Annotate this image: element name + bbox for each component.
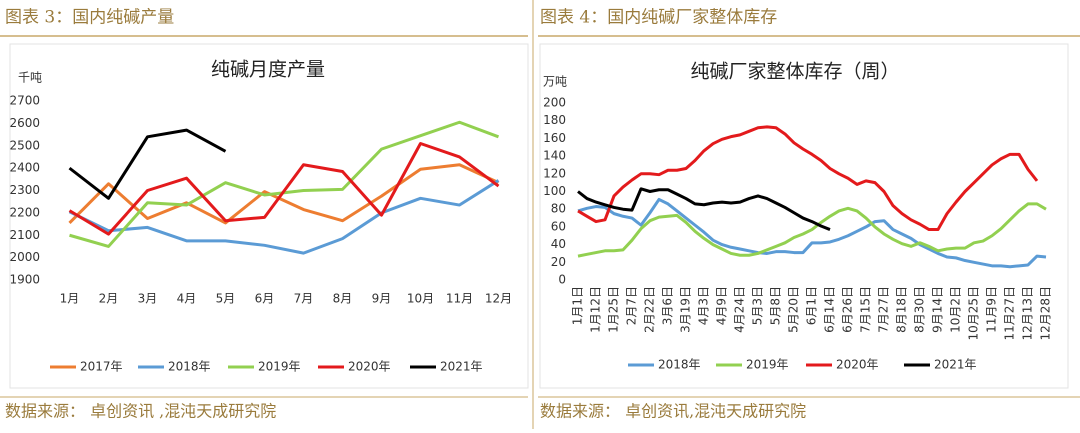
y-tick-label: 2100 — [9, 228, 40, 242]
x-tick-label: 5月8日 — [769, 286, 783, 325]
y-tick-label: 140 — [543, 149, 566, 163]
x-tick-label: 6月1日 — [805, 286, 819, 325]
x-tick-label: 5月20日 — [787, 286, 801, 333]
y-tick-label: 2200 — [9, 205, 40, 219]
y-tick-label: 120 — [543, 166, 566, 180]
legend-label: 2019年 — [746, 358, 789, 372]
series-line — [68, 179, 500, 255]
y-tick-label: 40 — [551, 237, 566, 251]
x-tick-label: 1月12日 — [589, 286, 603, 333]
x-tick-label: 6月 — [255, 292, 275, 306]
x-tick-label: 1月25日 — [607, 286, 621, 333]
chart-title: 纯碱厂家整体库存（周） — [690, 61, 899, 83]
series-line — [577, 187, 831, 231]
x-tick-label: 3月 — [138, 292, 158, 306]
y-tick-label: 2400 — [9, 161, 40, 175]
y-tick-label: 60 — [551, 219, 566, 233]
legend-label: 2020年 — [348, 360, 391, 374]
y-tick-label: 160 — [543, 131, 566, 145]
legend-label: 2017年 — [80, 360, 123, 374]
x-tick-label: 9月14日 — [931, 286, 945, 333]
caption: 图表 3：国内纯碱产量 — [5, 8, 174, 28]
y-tick-label: 2600 — [9, 116, 40, 130]
x-tick-label: 10月2日 — [949, 286, 963, 333]
x-tick-label: 3月19日 — [679, 286, 693, 333]
series-line — [68, 142, 500, 236]
series-line — [68, 163, 500, 225]
x-tick-label: 2月22日 — [643, 286, 657, 333]
x-tick-label: 4月9日 — [715, 286, 729, 325]
series-line — [68, 128, 227, 200]
legend-label: 2020年 — [836, 358, 879, 372]
x-tick-label: 5月3日 — [751, 286, 765, 325]
series-line — [577, 197, 1047, 269]
x-tick-label: 4月 — [177, 292, 197, 306]
y-axis-label: 千吨 — [18, 71, 42, 85]
x-tick-label: 1月1日 — [571, 286, 585, 325]
series-line — [577, 125, 1039, 232]
x-tick-label: 7月15日 — [859, 286, 873, 333]
x-tick-label: 11月 — [446, 292, 473, 306]
legend-label: 2018年 — [168, 360, 211, 374]
x-tick-label: 5月 — [216, 292, 236, 306]
x-tick-label: 10月25日 — [967, 286, 981, 341]
y-tick-label: 0 — [558, 273, 566, 287]
source: 数据来源： 卓创资讯 ,混沌天成研究院 — [5, 402, 276, 421]
y-tick-label: 2300 — [9, 183, 40, 197]
legend-label: 2018年 — [658, 358, 701, 372]
x-tick-label: 3月6日 — [661, 286, 675, 325]
y-tick-label: 2000 — [9, 250, 40, 264]
x-tick-label: 6月14日 — [823, 286, 837, 333]
legend-label: 2021年 — [440, 360, 483, 374]
x-tick-label: 2月 — [99, 292, 119, 306]
y-tick-label: 20 — [551, 255, 566, 269]
x-tick-label: 10月 — [407, 292, 434, 306]
x-tick-label: 8月 — [333, 292, 353, 306]
x-tick-label: 12月 — [485, 292, 512, 306]
x-tick-label: 8月18日 — [895, 286, 909, 333]
x-tick-label: 8月30日 — [913, 286, 927, 333]
chart-frame — [9, 43, 529, 389]
x-tick-label: 6月26日 — [841, 286, 855, 333]
y-tick-label: 180 — [543, 113, 566, 127]
y-tick-label: 80 — [551, 202, 566, 216]
y-axis-label: 万吨 — [543, 75, 567, 89]
y-tick-label: 1900 — [9, 273, 40, 287]
x-tick-label: 7月 — [294, 292, 314, 306]
x-tick-label: 12月13日 — [1021, 286, 1035, 341]
series-line — [577, 202, 1047, 258]
x-tick-label: 4月3日 — [697, 286, 711, 325]
x-tick-label: 4月24日 — [733, 286, 747, 333]
legend-label: 2019年 — [258, 360, 301, 374]
y-tick-label: 2700 — [9, 94, 40, 108]
caption: 图表 4：国内纯碱厂家整体库存 — [540, 8, 777, 28]
chart-frame — [539, 43, 1069, 389]
x-tick-label: 1月 — [60, 292, 80, 306]
x-tick-label: 11月9日 — [985, 286, 999, 333]
y-tick-label: 100 — [543, 184, 566, 198]
x-tick-label: 7月27日 — [877, 286, 891, 333]
x-tick-label: 2月7日 — [625, 286, 639, 325]
x-tick-label: 12月28日 — [1039, 286, 1053, 341]
x-tick-label: 9月 — [372, 292, 392, 306]
legend-label: 2021年 — [934, 358, 977, 372]
x-tick-label: 11月27日 — [1003, 286, 1017, 341]
source: 数据来源： 卓创资讯,混沌天成研究院 — [540, 402, 806, 421]
y-tick-label: 200 — [543, 96, 566, 110]
y-tick-label: 2500 — [9, 138, 40, 152]
chart-title: 纯碱月度产量 — [211, 59, 325, 81]
